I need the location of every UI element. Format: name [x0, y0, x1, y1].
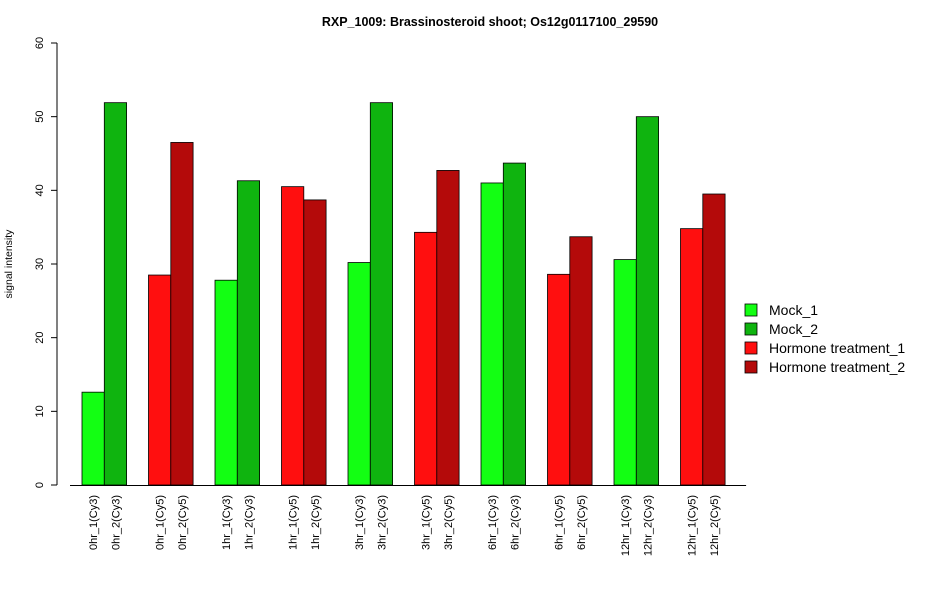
- x-tick-label: 3hr_1(Cy3): [354, 495, 366, 550]
- bar-6hr_1(Cy3): [480, 182, 504, 486]
- x-tick-label: 1hr_2(Cy3): [243, 495, 255, 550]
- bar-6hr_1(Cy5): [547, 273, 571, 486]
- bar-6hr_2(Cy5): [569, 236, 593, 486]
- bar-3hr_2(Cy5): [436, 170, 460, 486]
- legend-label: Mock_2: [769, 321, 818, 337]
- bar-1hr_1(Cy5): [281, 186, 305, 486]
- legend-swatch: [744, 360, 758, 374]
- x-tick-label: 6hr_1(Cy5): [554, 495, 566, 550]
- bar-12hr_2(Cy3): [635, 116, 659, 486]
- y-tick-label: 0: [34, 482, 46, 488]
- x-tick-label: 12hr_2(Cy5): [709, 495, 721, 556]
- x-tick-label: 3hr_2(Cy5): [443, 495, 455, 550]
- x-tick-label: 3hr_2(Cy3): [376, 495, 388, 550]
- bar-12hr_1(Cy5): [680, 228, 704, 486]
- legend: Mock_1 Mock_2 Hormone treatment_1 Hormone t…: [744, 302, 905, 375]
- bar-3hr_1(Cy3): [347, 262, 371, 486]
- legend-swatch: [744, 341, 758, 355]
- y-tick-label: 50: [34, 111, 46, 123]
- x-tick-label: 3hr_1(Cy5): [421, 495, 433, 550]
- x-tick-label: 0hr_2(Cy3): [110, 495, 122, 550]
- legend-swatch: [744, 303, 758, 317]
- legend-label: Hormone treatment_2: [769, 359, 905, 375]
- x-tick-label: 6hr_2(Cy3): [509, 495, 521, 550]
- y-tick-label: 40: [34, 184, 46, 196]
- legend-label: Mock_1: [769, 302, 818, 318]
- x-tick-label: 1hr_2(Cy5): [310, 495, 322, 550]
- bar-0hr_2(Cy3): [103, 102, 128, 486]
- x-tick-label: 1hr_1(Cy5): [288, 495, 300, 550]
- bar-3hr_1(Cy5): [414, 231, 438, 486]
- bar-3hr_2(Cy3): [369, 102, 393, 486]
- bar-1hr_2(Cy5): [303, 199, 327, 486]
- bar-1hr_1(Cy3): [214, 279, 238, 486]
- x-tick-label: 12hr_2(Cy3): [642, 495, 654, 556]
- x-tick-label: 0hr_1(Cy5): [155, 495, 167, 550]
- y-tick-label: 60: [34, 37, 46, 49]
- y-axis-label: signal intensity: [3, 229, 15, 299]
- bar-0hr_2(Cy5): [170, 142, 194, 486]
- bar-0hr_1(Cy3): [81, 391, 105, 486]
- bars: [81, 102, 726, 486]
- bar-1hr_2(Cy3): [236, 180, 261, 486]
- bar-12hr_1(Cy3): [613, 259, 637, 486]
- y-axis: 0 10 20 30 40 50 60: [34, 37, 58, 488]
- x-tick-label: 12hr_1(Cy5): [687, 495, 699, 556]
- y-tick-label: 20: [34, 332, 46, 344]
- bar-6hr_2(Cy3): [502, 162, 526, 486]
- legend-label: Hormone treatment_1: [769, 340, 905, 356]
- x-tick-labels: 0hr_1(Cy3) 0hr_2(Cy3) 0hr_1(Cy5) 0hr_2(Cy5)…: [88, 495, 721, 556]
- bar-12hr_2(Cy5): [702, 193, 726, 486]
- bar-0hr_1(Cy5): [148, 274, 172, 486]
- chart-title: RXP_1009: Brassinosteroid shoot; Os12g01…: [322, 15, 658, 29]
- x-tick-label: 0hr_1(Cy3): [88, 495, 100, 550]
- legend-swatch: [744, 322, 758, 336]
- x-tick-label: 12hr_1(Cy3): [620, 495, 632, 556]
- y-tick-label: 10: [34, 405, 46, 417]
- x-tick-label: 0hr_2(Cy5): [177, 495, 189, 550]
- x-tick-label: 6hr_1(Cy3): [487, 495, 499, 550]
- y-tick-label: 30: [34, 258, 46, 270]
- x-tick-label: 6hr_2(Cy5): [576, 495, 588, 550]
- x-tick-label: 1hr_1(Cy3): [221, 495, 233, 550]
